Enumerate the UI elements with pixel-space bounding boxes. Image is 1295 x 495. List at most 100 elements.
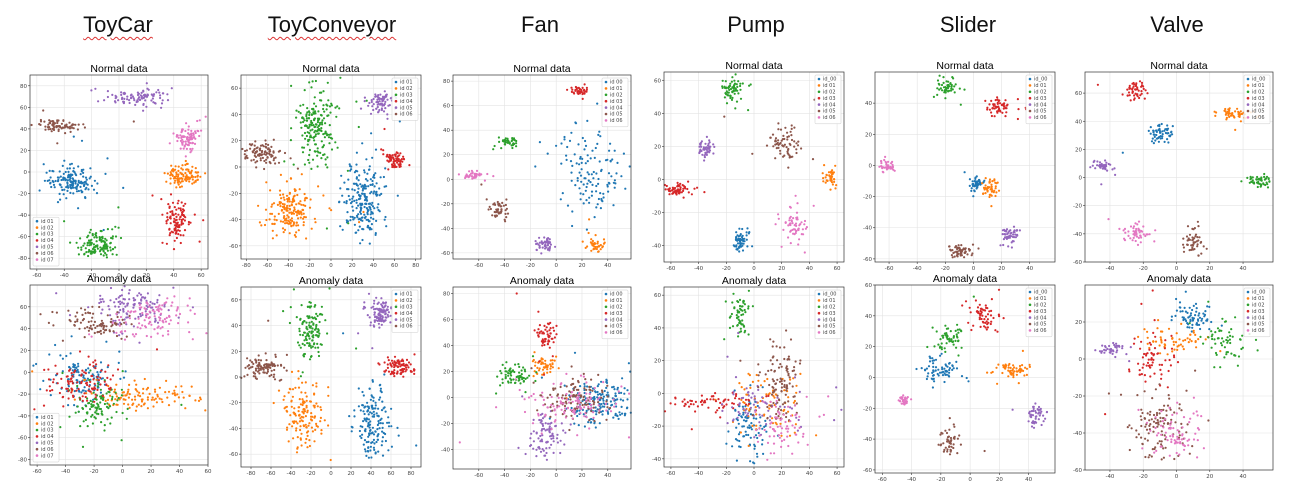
data-point xyxy=(536,409,539,412)
data-point xyxy=(565,392,568,396)
data-point xyxy=(94,87,97,90)
data-point xyxy=(363,169,366,172)
data-point xyxy=(551,359,554,362)
data-point xyxy=(600,169,603,173)
data-point xyxy=(605,381,609,384)
data-point xyxy=(175,215,178,218)
data-point xyxy=(381,400,384,403)
data-point xyxy=(115,410,118,414)
data-point xyxy=(129,97,133,100)
data-point xyxy=(307,430,310,433)
data-point xyxy=(140,299,143,302)
data-point xyxy=(539,450,543,453)
data-point xyxy=(517,446,520,449)
data-point xyxy=(498,203,501,207)
data-point xyxy=(546,406,549,409)
data-point xyxy=(834,187,837,190)
data-point xyxy=(52,170,55,173)
x-tick-label: 0 xyxy=(117,273,121,279)
data-point xyxy=(135,383,138,386)
data-point xyxy=(399,369,402,372)
data-point xyxy=(565,372,568,375)
data-point xyxy=(288,387,291,390)
data-point xyxy=(56,372,59,375)
data-point xyxy=(735,231,738,234)
data-point xyxy=(601,200,604,203)
data-point xyxy=(373,190,376,193)
data-point xyxy=(340,174,343,177)
data-point xyxy=(358,225,361,228)
series-id-02 xyxy=(495,355,538,395)
data-point xyxy=(477,173,480,176)
data-point xyxy=(322,133,325,136)
data-point xyxy=(185,147,188,150)
data-point xyxy=(177,233,180,236)
data-point xyxy=(748,84,751,87)
data-point xyxy=(381,97,384,101)
legend-label: id 06 xyxy=(41,447,54,453)
legend-label: id 06 xyxy=(41,251,54,257)
data-point xyxy=(547,422,550,425)
data-point xyxy=(735,83,738,86)
x-tick-label: -40 xyxy=(500,263,509,269)
data-point xyxy=(352,195,355,198)
data-point xyxy=(372,174,375,177)
data-point xyxy=(317,330,320,333)
data-point xyxy=(378,427,381,430)
data-point xyxy=(278,189,282,192)
data-point xyxy=(178,312,182,316)
data-point xyxy=(308,444,311,448)
data-point xyxy=(47,378,51,381)
data-point xyxy=(97,100,100,103)
data-point xyxy=(63,188,66,191)
data-point xyxy=(585,88,588,91)
data-point xyxy=(504,212,507,215)
data-point xyxy=(298,188,301,191)
data-point xyxy=(131,95,134,98)
data-point xyxy=(376,193,379,196)
data-point xyxy=(390,445,393,448)
y-tick-label: -20 xyxy=(229,401,238,407)
data-point xyxy=(398,120,401,123)
data-point xyxy=(134,333,138,336)
data-point xyxy=(296,422,299,425)
data-point xyxy=(390,372,393,375)
data-point xyxy=(618,411,621,414)
data-point xyxy=(517,379,520,382)
series-id-03 xyxy=(566,83,588,100)
data-point xyxy=(712,152,715,155)
data-point xyxy=(515,292,518,295)
data-point xyxy=(548,346,551,349)
data-point xyxy=(288,204,291,207)
data-point xyxy=(113,301,116,304)
data-point xyxy=(145,105,148,108)
data-point xyxy=(483,179,486,182)
data-point xyxy=(786,131,789,134)
data-point xyxy=(277,212,280,215)
data-point xyxy=(733,92,736,95)
legend-marker xyxy=(394,99,398,103)
data-point xyxy=(512,378,515,381)
data-point xyxy=(106,157,109,160)
data-point xyxy=(282,220,285,223)
data-point xyxy=(550,395,553,399)
data-point xyxy=(109,249,112,252)
data-point xyxy=(597,401,600,404)
data-point xyxy=(581,240,584,243)
legend-marker xyxy=(604,119,608,122)
y-tick-label: 60 xyxy=(20,105,27,111)
data-point xyxy=(296,341,300,344)
data-point xyxy=(301,403,304,407)
data-point xyxy=(318,91,322,94)
data-point xyxy=(601,413,604,416)
data-point xyxy=(597,245,601,248)
data-point xyxy=(85,186,88,189)
data-point xyxy=(345,202,348,205)
data-point xyxy=(622,152,625,155)
data-point xyxy=(254,140,257,143)
data-point xyxy=(390,163,394,166)
data-point xyxy=(184,172,187,175)
data-point xyxy=(265,161,268,164)
data-point xyxy=(297,406,300,409)
data-point xyxy=(704,142,707,145)
